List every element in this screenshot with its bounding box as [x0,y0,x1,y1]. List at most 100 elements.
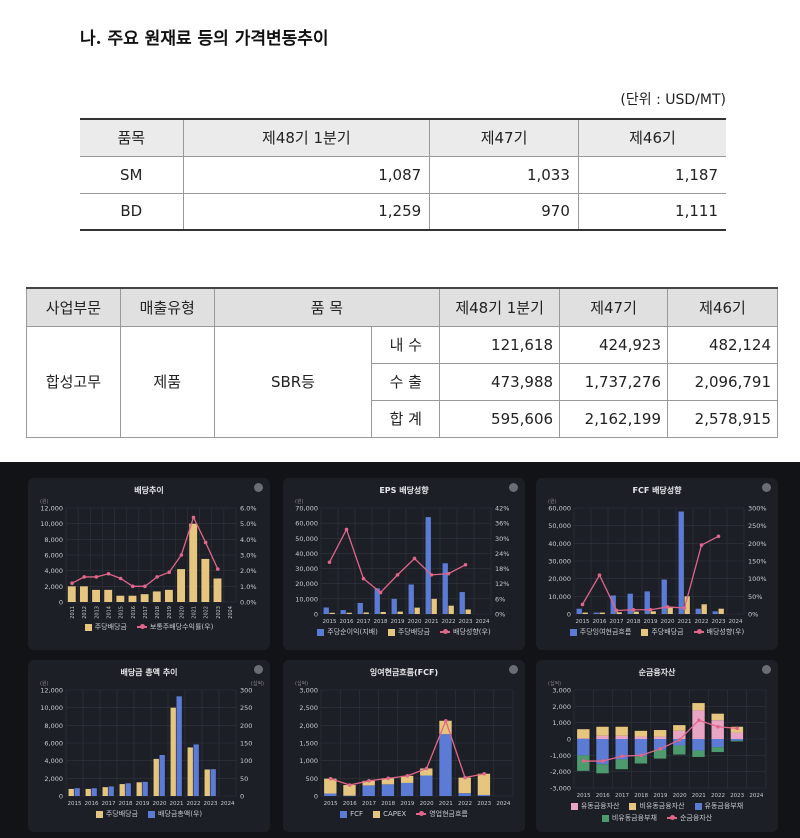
y-tick-label: -1,000 [550,752,571,760]
bar [374,588,380,614]
line-series [581,535,719,612]
line-point [167,570,172,575]
legend-item[interactable]: 주당순이익(지배) [317,627,378,637]
bar [176,696,182,796]
legend-item[interactable]: 유동금융자산 [570,801,619,811]
legend-item[interactable]: CAPEX [373,809,406,819]
legend-item[interactable]: 주당배당금 [387,627,430,637]
bar [85,788,91,796]
bar-chart-icon [629,802,637,810]
y-tick-label: 2,500 [299,704,318,712]
y-tick-label: 50,000 [548,522,571,530]
legend-item[interactable]: 주당배당금 [95,809,138,819]
info-icon[interactable] [762,665,771,674]
info-icon[interactable] [762,483,771,492]
line-point [327,560,332,565]
line-point [155,575,159,579]
legend-item[interactable]: 주당배당금 [641,627,684,637]
bar [381,784,395,796]
chart-panel-dividend-trend: 배당추이 (원) 0 2,000 4,000 6,000 8,000 10,000 12,000… [28,478,270,650]
line-point [581,759,586,763]
info-icon[interactable] [254,483,263,492]
cell: 970 [429,192,579,231]
y-tick-label: 10,000 [548,593,571,601]
header-cell: 제47기 [429,118,579,157]
x-tick-label: 2020 [420,801,434,807]
table-row: SM 1,087 1,033 1,187 [80,155,726,194]
info-icon[interactable] [254,665,263,674]
x-tick-label: 2018 [155,606,161,619]
y-tick-label: 0 [314,611,318,619]
legend-item[interactable]: 비유동금융자산 [629,801,685,811]
legend-item[interactable]: FCF [340,809,363,819]
legend-item[interactable]: 배당성향(우) [440,627,491,637]
bar [634,739,648,757]
chart-svg: 순금융자산 (십억) -3,000 -2,000 -1,000 0 1,000 2,000 3,… [548,667,767,799]
y2-tick-label: 250 [240,704,252,712]
legend-item[interactable]: 유동금융부채 [694,801,743,811]
chart-panel-fcf-payout: FCF 배당성향 (원) 0 10,000 20,000 30,000 40,000 50,0… [536,478,778,650]
line-point [482,771,486,776]
x-tick-label: 2024 [228,606,234,619]
bar [650,611,656,614]
line-point [344,527,349,532]
legend-item[interactable]: 순금융자산 [666,813,712,823]
x-tick-label: 2015 [576,619,590,625]
legend-label: 비유동금융자산 [639,802,685,810]
bar-chart-icon [570,802,578,810]
chart-legend: 주당순이익(지배) 주당배당금 배당성향(우) [287,627,521,637]
bar [324,793,337,796]
y2-tick-label: 0.0% [240,599,257,607]
bar [189,523,198,602]
info-icon[interactable] [509,483,518,492]
bar [400,775,414,783]
legend-item[interactable]: 주당잉여현금흐름 [569,627,631,637]
bar-chart-icon [373,810,381,818]
info-icon[interactable] [509,665,518,674]
x-tick-label: 2015 [323,619,337,625]
chart-title: 순금융자산 [639,667,676,677]
x-tick-label: 2024 [221,801,235,807]
y2-tick-label: 12% [495,580,509,588]
y2-tick-label: 250% [748,522,767,530]
legend-item[interactable]: 비유동금융부채 [601,813,657,823]
y-tick-label: 40,000 [548,540,571,548]
chart-title: 잉여현금흐름(FCF) [370,667,438,677]
bar [458,777,471,794]
x-tick-label: 2021 [692,793,706,799]
bar [204,769,210,796]
y2-tick-label: 5.0% [240,520,257,528]
bar [653,749,667,759]
bar-chart-icon [387,628,395,636]
legend-item[interactable]: 영업현금흐름 [416,809,468,819]
bar [582,612,588,614]
line-point [70,581,74,585]
bar [701,604,707,614]
x-tick-label: 2022 [187,801,201,807]
y-tick-label: 10,000 [40,704,63,712]
legend-item[interactable]: 보통주배당수익률(우) [136,622,213,632]
x-tick-label: 2012 [82,606,88,619]
bar-chart-icon [569,628,577,636]
bar [104,589,113,602]
chart-title: EPS 배당성향 [379,485,429,495]
bar [153,758,159,796]
bar [125,783,131,796]
bar [673,739,686,746]
cell: 합 계 [371,399,441,438]
y-tick-label: 60,000 [295,520,318,528]
axis-unit-right: (십억) [251,680,264,687]
line-point [395,573,400,577]
line-point [682,606,687,610]
y-tick-label: 50,000 [295,535,318,543]
bar [673,730,686,739]
cell: 595,606 [439,399,561,438]
legend-label: 주당배당금 [94,623,127,631]
bar [414,607,420,614]
legend-item[interactable]: 배당성향(우) [693,627,744,637]
y-tick-label: 0 [59,793,63,801]
line-point [620,754,624,758]
legend-item[interactable]: 주당배당금 [84,622,127,632]
legend-item[interactable]: 배당금총액(우) [148,809,202,819]
line-point [106,572,111,576]
